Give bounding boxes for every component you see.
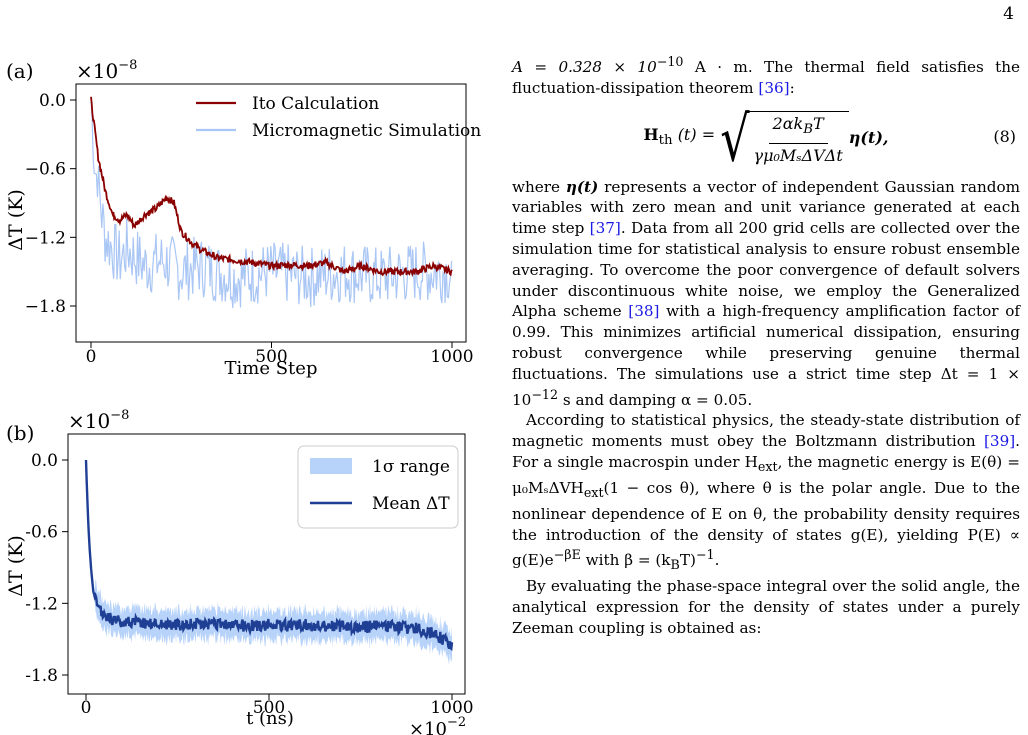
panel-a-label: (a) <box>6 59 34 83</box>
paragraph-noise: where η(t) represents a vector of indepe… <box>512 177 1020 409</box>
panel-b-x-exponent: ×10−2 <box>409 715 466 735</box>
citation-36[interactable]: [36] <box>758 78 790 97</box>
xtick-label: 1000 <box>430 347 473 367</box>
panel-b-exponent: ×10−8 <box>68 408 129 433</box>
panel-b-band <box>86 457 452 666</box>
legend-band-label: 1σ range <box>372 457 450 477</box>
text-column: A = 0.328 × 10−10 A · m. The thermal fie… <box>512 52 1020 639</box>
ytick-label: -0.6 <box>25 523 58 543</box>
panel-b-chart: (b) ×10−8 0.0 -0.6 -1.2 -1.8 0 500 1000 ΔT (K… <box>5 408 474 735</box>
panel-a-chart: (a) ×10−8 0.0 −0.6 −1.2 −1.8 0 500 1000 ΔT (K… <box>5 58 481 379</box>
legend-micromagnetic-label: Micromagnetic Simulation <box>252 121 481 141</box>
ytick-label: −1.2 <box>25 228 66 248</box>
panel-a-yticks: 0.0 −0.6 −1.2 −1.8 <box>25 91 76 317</box>
panel-b-series <box>84 459 454 652</box>
page-number: 4 <box>1003 4 1014 24</box>
legend-ito-label: Ito Calculation <box>252 94 379 114</box>
micromagnetic-series-line <box>90 100 453 309</box>
panel-a-xlabel: Time Step <box>225 358 318 379</box>
ytick-label: -1.2 <box>25 594 58 614</box>
panel-a-xticks: 0 500 1000 <box>86 342 474 367</box>
panel-b-xticks: 0 500 1000 <box>81 694 474 718</box>
mean-series-line <box>84 459 454 652</box>
xtick-label: 0 <box>81 698 92 718</box>
legend-band-swatch <box>310 458 352 474</box>
ytick-label: 0.0 <box>39 91 66 111</box>
panel-a-ylabel: ΔT (K) <box>5 189 27 250</box>
legend-mean-label: Mean ΔT <box>372 494 450 514</box>
panel-b-yticks: 0.0 -0.6 -1.2 -1.8 <box>25 451 68 686</box>
xtick-label: 500 <box>253 698 285 718</box>
panel-a-exponent: ×10−8 <box>76 58 137 83</box>
ytick-label: −1.8 <box>25 297 66 317</box>
xtick-label: 1000 <box>430 698 473 718</box>
panel-b-xlabel: t (ns) <box>246 708 294 729</box>
panel-a-series <box>90 96 453 309</box>
xtick-label: 500 <box>255 347 287 367</box>
sigma-band-area <box>86 457 452 666</box>
ito-series-line <box>90 96 453 278</box>
ytick-label: 0.0 <box>31 451 58 471</box>
paragraph-intro: A = 0.328 × 10−10 A · m. The thermal fie… <box>512 54 1020 97</box>
ytick-label: −0.6 <box>25 160 66 180</box>
panel-b-ylabel: ΔT (K) <box>5 535 27 596</box>
ytick-label: -1.8 <box>25 666 58 686</box>
xtick-label: 0 <box>86 347 97 367</box>
citation-37[interactable]: [37] <box>589 219 621 238</box>
citation-38[interactable]: [38] <box>628 302 660 321</box>
citation-39[interactable]: [39] <box>983 432 1016 451</box>
panel-b-axes <box>67 433 466 695</box>
paragraph-dos: By evaluating the phase-space integral o… <box>512 577 1020 637</box>
equation-8: Hth (t) = √ 2αkBT γμ₀MₛΔVΔt η(t), (8) <box>643 102 1016 176</box>
panel-b-label: (b) <box>6 421 34 445</box>
paragraph-boltzmann: According to statistical physics, the st… <box>512 411 1021 573</box>
